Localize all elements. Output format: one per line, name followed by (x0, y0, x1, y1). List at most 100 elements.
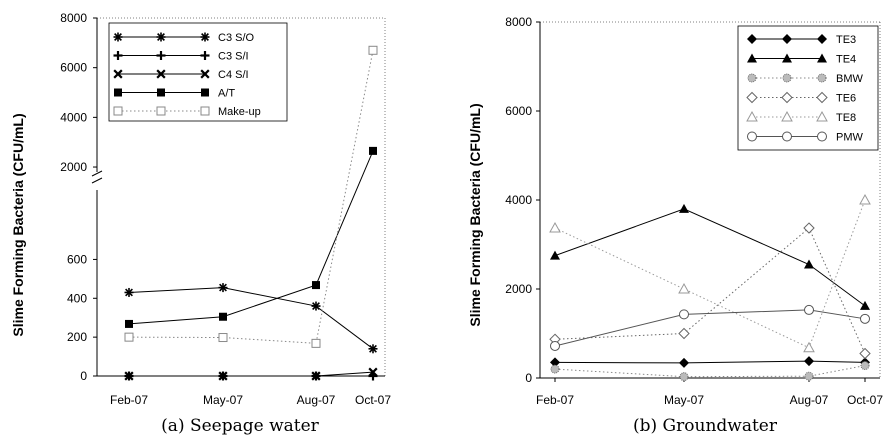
y-tick-label: 0 (525, 371, 532, 385)
data-point (368, 367, 378, 377)
data-point (549, 222, 561, 233)
data-point (679, 203, 689, 213)
legend-marker (782, 53, 792, 63)
data-point (550, 357, 560, 368)
data-point (311, 301, 321, 311)
panel-b-caption: (b) Groundwater (633, 416, 778, 436)
y-tick-label: 4000 (60, 110, 87, 124)
legend-marker (113, 51, 123, 60)
legend-marker (201, 88, 209, 97)
data-point (550, 364, 560, 374)
legend-marker (156, 106, 166, 116)
legend-marker (747, 53, 757, 63)
series-line (554, 360, 866, 364)
data-point (803, 341, 815, 353)
series-line (129, 371, 374, 377)
legend-marker (157, 88, 165, 97)
legend-label: TE4 (836, 54, 856, 66)
legend-marker (746, 110, 758, 122)
y-tick-label: 200 (67, 330, 87, 344)
series-te4 (550, 203, 870, 310)
data-point (679, 309, 689, 320)
legend-marker (782, 73, 792, 83)
legend-label: TE6 (836, 93, 856, 105)
legend-marker (816, 91, 828, 104)
legend-marker (200, 69, 210, 79)
panel-a-seepage-water: (a) Seepage water Slime Forming Bacteria… (10, 11, 391, 436)
data-point (550, 250, 560, 260)
legend-label: Make-up (218, 106, 261, 118)
data-point (312, 281, 320, 290)
series-line (554, 227, 866, 354)
legend-label: TE8 (836, 112, 856, 124)
legend-marker (156, 69, 166, 79)
data-point (804, 371, 814, 381)
y-tick-label: 6000 (505, 104, 532, 118)
series-line (128, 50, 374, 344)
series-line (554, 199, 866, 349)
legend-marker (781, 91, 793, 104)
series-c3-s-o (124, 283, 378, 354)
series-line (128, 287, 374, 350)
legend-marker (816, 110, 828, 122)
data-point (311, 371, 321, 381)
series-pmw (550, 304, 870, 351)
legend-marker (113, 106, 123, 116)
data-point (678, 327, 690, 340)
y-tick-label: 8000 (505, 15, 532, 29)
legend-marker (200, 32, 210, 42)
panel-a-y-axis-label: Slime Forming Bacteria (CFU/mL) (10, 113, 26, 336)
legend-label: C3 S/O (218, 32, 255, 44)
data-point (368, 45, 378, 55)
x-tick-label: Aug-07 (790, 393, 829, 407)
legend-marker (747, 34, 757, 44)
y-tick-label: 2000 (505, 282, 532, 296)
x-tick-label: Oct-07 (355, 393, 391, 407)
series-te8 (549, 193, 871, 353)
y-tick-label: 0 (80, 369, 87, 383)
legend-marker (746, 91, 758, 104)
series-line (554, 208, 866, 307)
legend: C3 S/O C3 S/I C4 S/I A/T Make-up (108, 22, 288, 122)
x-tick-label: Oct-07 (847, 393, 883, 407)
x-tick-label: May-07 (664, 393, 704, 407)
legend-marker (114, 88, 122, 97)
legend-label: BMW (836, 73, 864, 85)
y-tick-label: 2000 (60, 160, 87, 174)
data-point (679, 357, 689, 368)
y-tick-label: 6000 (60, 61, 87, 75)
series-c4-s-i (124, 367, 378, 381)
data-point (804, 304, 814, 315)
y-tick-label: 600 (67, 252, 87, 266)
legend-label: PMW (836, 132, 864, 144)
legend-marker (200, 51, 210, 60)
x-tick-label: Feb-07 (110, 393, 148, 407)
data-point (860, 313, 870, 324)
legend-label: A/T (218, 88, 235, 100)
data-point (218, 371, 228, 381)
axis-break-mark (91, 177, 103, 184)
data-point (125, 319, 133, 328)
data-point (218, 333, 228, 343)
legend-marker (817, 34, 827, 44)
legend-box (737, 25, 879, 151)
legend-marker (817, 53, 827, 63)
legend-marker (156, 32, 166, 42)
data-point (859, 193, 871, 205)
legend-marker (200, 106, 210, 116)
series-a-t (125, 146, 377, 328)
series-line (128, 150, 374, 325)
legend-label: TE3 (836, 34, 856, 46)
data-point (219, 312, 227, 321)
legend-marker (113, 69, 123, 79)
panel-b-groundwater: (b) Groundwater Slime Forming Bacteria (… (467, 15, 883, 436)
axis-break-mark (91, 170, 103, 177)
series-te6 (549, 222, 871, 360)
legend-marker (782, 34, 792, 44)
data-point (311, 338, 321, 348)
data-point (803, 222, 815, 234)
legend-box (108, 22, 288, 122)
x-tick-label: Aug-07 (297, 393, 336, 407)
data-point (804, 356, 814, 367)
